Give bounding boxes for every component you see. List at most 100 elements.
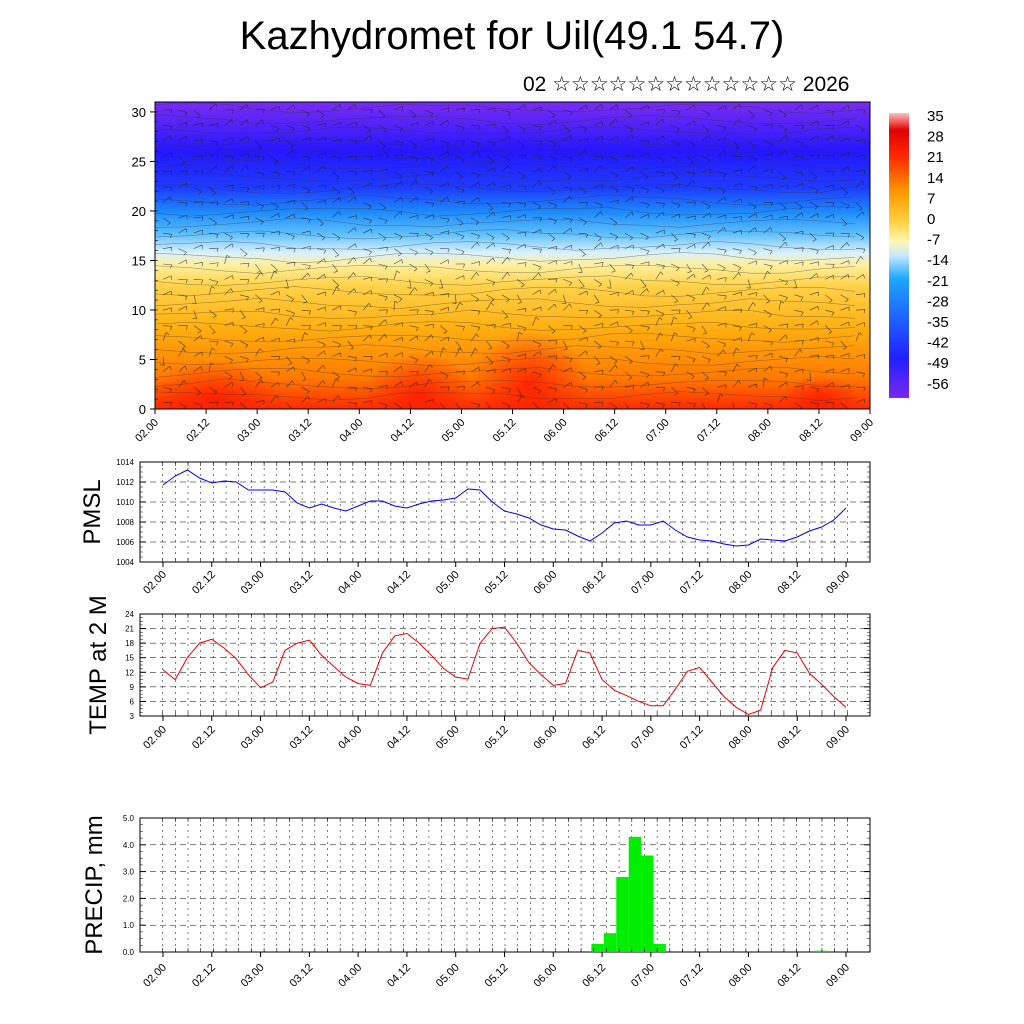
wind-barb-feather bbox=[370, 356, 373, 361]
xtick-label: 04.12 bbox=[385, 724, 413, 752]
colorbar-label: -21 bbox=[927, 273, 949, 290]
colorbar-label: -14 bbox=[927, 252, 949, 269]
wind-barb bbox=[393, 259, 402, 265]
wind-barb bbox=[393, 366, 402, 373]
wind-barb-feather bbox=[801, 156, 804, 161]
wind-barb bbox=[701, 386, 709, 394]
wind-barb-feather bbox=[246, 104, 249, 109]
wind-barb-feather bbox=[843, 223, 848, 227]
wind-barb bbox=[162, 247, 172, 249]
wind-barb-feather bbox=[693, 273, 696, 278]
wind-barb-feather bbox=[462, 326, 465, 331]
streamline bbox=[155, 378, 856, 390]
wind-barb bbox=[470, 367, 479, 373]
wind-barb bbox=[316, 340, 326, 345]
wind-barb-feather bbox=[447, 196, 449, 201]
wind-barb-feather bbox=[336, 286, 340, 291]
wind-barb bbox=[224, 401, 234, 403]
page-subtitle: 02 ☆☆☆☆☆☆☆☆☆☆☆☆☆ 2026 bbox=[523, 73, 850, 96]
wind-barb bbox=[301, 109, 310, 115]
wind-barb bbox=[470, 125, 481, 127]
wind-barb-feather bbox=[412, 115, 417, 119]
wind-barb bbox=[655, 289, 664, 296]
wind-barb bbox=[255, 119, 263, 126]
wind-barb bbox=[809, 371, 811, 381]
wind-barb bbox=[301, 371, 307, 380]
wind-barb bbox=[470, 140, 480, 144]
wind-barb bbox=[363, 368, 372, 373]
wind-barb-feather bbox=[525, 262, 527, 267]
wind-barb bbox=[393, 402, 402, 409]
wind-barb-feather bbox=[477, 327, 481, 331]
wind-barb-feather bbox=[354, 311, 357, 316]
wind-barb bbox=[778, 371, 788, 375]
wind-barb-feather bbox=[663, 290, 665, 295]
wind-barb-feather bbox=[554, 204, 557, 209]
wind-barb-feather bbox=[508, 203, 511, 208]
wind-barb-feather bbox=[817, 155, 820, 160]
wind-barb-feather bbox=[816, 403, 820, 408]
wind-barb-feather bbox=[563, 348, 568, 350]
wind-barb bbox=[209, 340, 219, 343]
wind-barb bbox=[409, 197, 418, 203]
wind-barb-feather bbox=[723, 174, 727, 178]
colorbar-label: 21 bbox=[927, 149, 944, 166]
wind-barb bbox=[686, 273, 694, 280]
wind-barb-feather bbox=[614, 174, 619, 179]
ytick-label: 1008 bbox=[116, 518, 134, 527]
wind-barb bbox=[686, 402, 696, 405]
wind-barb-feather bbox=[859, 332, 863, 336]
precip-bar bbox=[591, 944, 604, 952]
wind-barb bbox=[486, 167, 495, 172]
wind-barb-feather bbox=[386, 309, 388, 314]
wind-barb-feather bbox=[445, 375, 449, 379]
wind-barb bbox=[701, 286, 707, 295]
wind-barb bbox=[162, 232, 172, 235]
wind-barb bbox=[301, 272, 309, 280]
wind-barb bbox=[501, 402, 511, 407]
wind-barb-feather bbox=[607, 287, 612, 289]
wind-barb bbox=[763, 325, 772, 331]
wind-barb bbox=[609, 186, 619, 191]
wind-barb bbox=[378, 385, 388, 388]
wind-barb-feather bbox=[693, 389, 696, 393]
wind-barb bbox=[393, 294, 403, 300]
wind-barb-feather bbox=[293, 172, 296, 176]
wind-barb bbox=[332, 197, 341, 203]
wind-barb bbox=[470, 182, 479, 188]
wind-barb bbox=[686, 294, 696, 299]
wind-barb-feather bbox=[278, 382, 280, 387]
wind-barb bbox=[732, 169, 742, 172]
wind-barb-feather bbox=[739, 327, 742, 332]
wind-barb-feather bbox=[832, 155, 835, 160]
wind-barb-feather bbox=[431, 311, 434, 316]
wind-barb bbox=[409, 370, 419, 373]
wind-barb-feather bbox=[337, 395, 341, 400]
wind-barb-feather bbox=[831, 312, 835, 316]
wind-barb bbox=[316, 248, 326, 251]
wind-barb-feather bbox=[730, 411, 734, 412]
wind-barb-feather bbox=[354, 403, 358, 408]
wind-barb-feather bbox=[707, 113, 711, 117]
wind-barb bbox=[440, 325, 448, 332]
wind-barb-feather bbox=[232, 308, 234, 313]
wind-barb bbox=[563, 228, 572, 234]
wind-barb bbox=[193, 229, 203, 234]
warm-spot bbox=[470, 330, 590, 409]
wind-barb bbox=[270, 395, 277, 403]
wind-barb bbox=[424, 121, 433, 126]
wind-barb bbox=[732, 103, 740, 111]
wind-barb-feather bbox=[847, 120, 850, 125]
wind-barb bbox=[455, 370, 465, 373]
wind-barb-feather bbox=[463, 386, 465, 391]
wind-barb bbox=[717, 227, 725, 234]
wind-barb bbox=[778, 323, 788, 326]
wind-barb bbox=[363, 170, 373, 172]
wind-barb-feather bbox=[169, 365, 172, 370]
wind-barb bbox=[794, 309, 804, 313]
wind-barb-feather bbox=[340, 139, 342, 144]
streamline bbox=[155, 309, 856, 319]
ytick-label: 3 bbox=[130, 712, 135, 721]
wind-barb-feather bbox=[600, 242, 603, 247]
wind-barb bbox=[732, 337, 742, 342]
